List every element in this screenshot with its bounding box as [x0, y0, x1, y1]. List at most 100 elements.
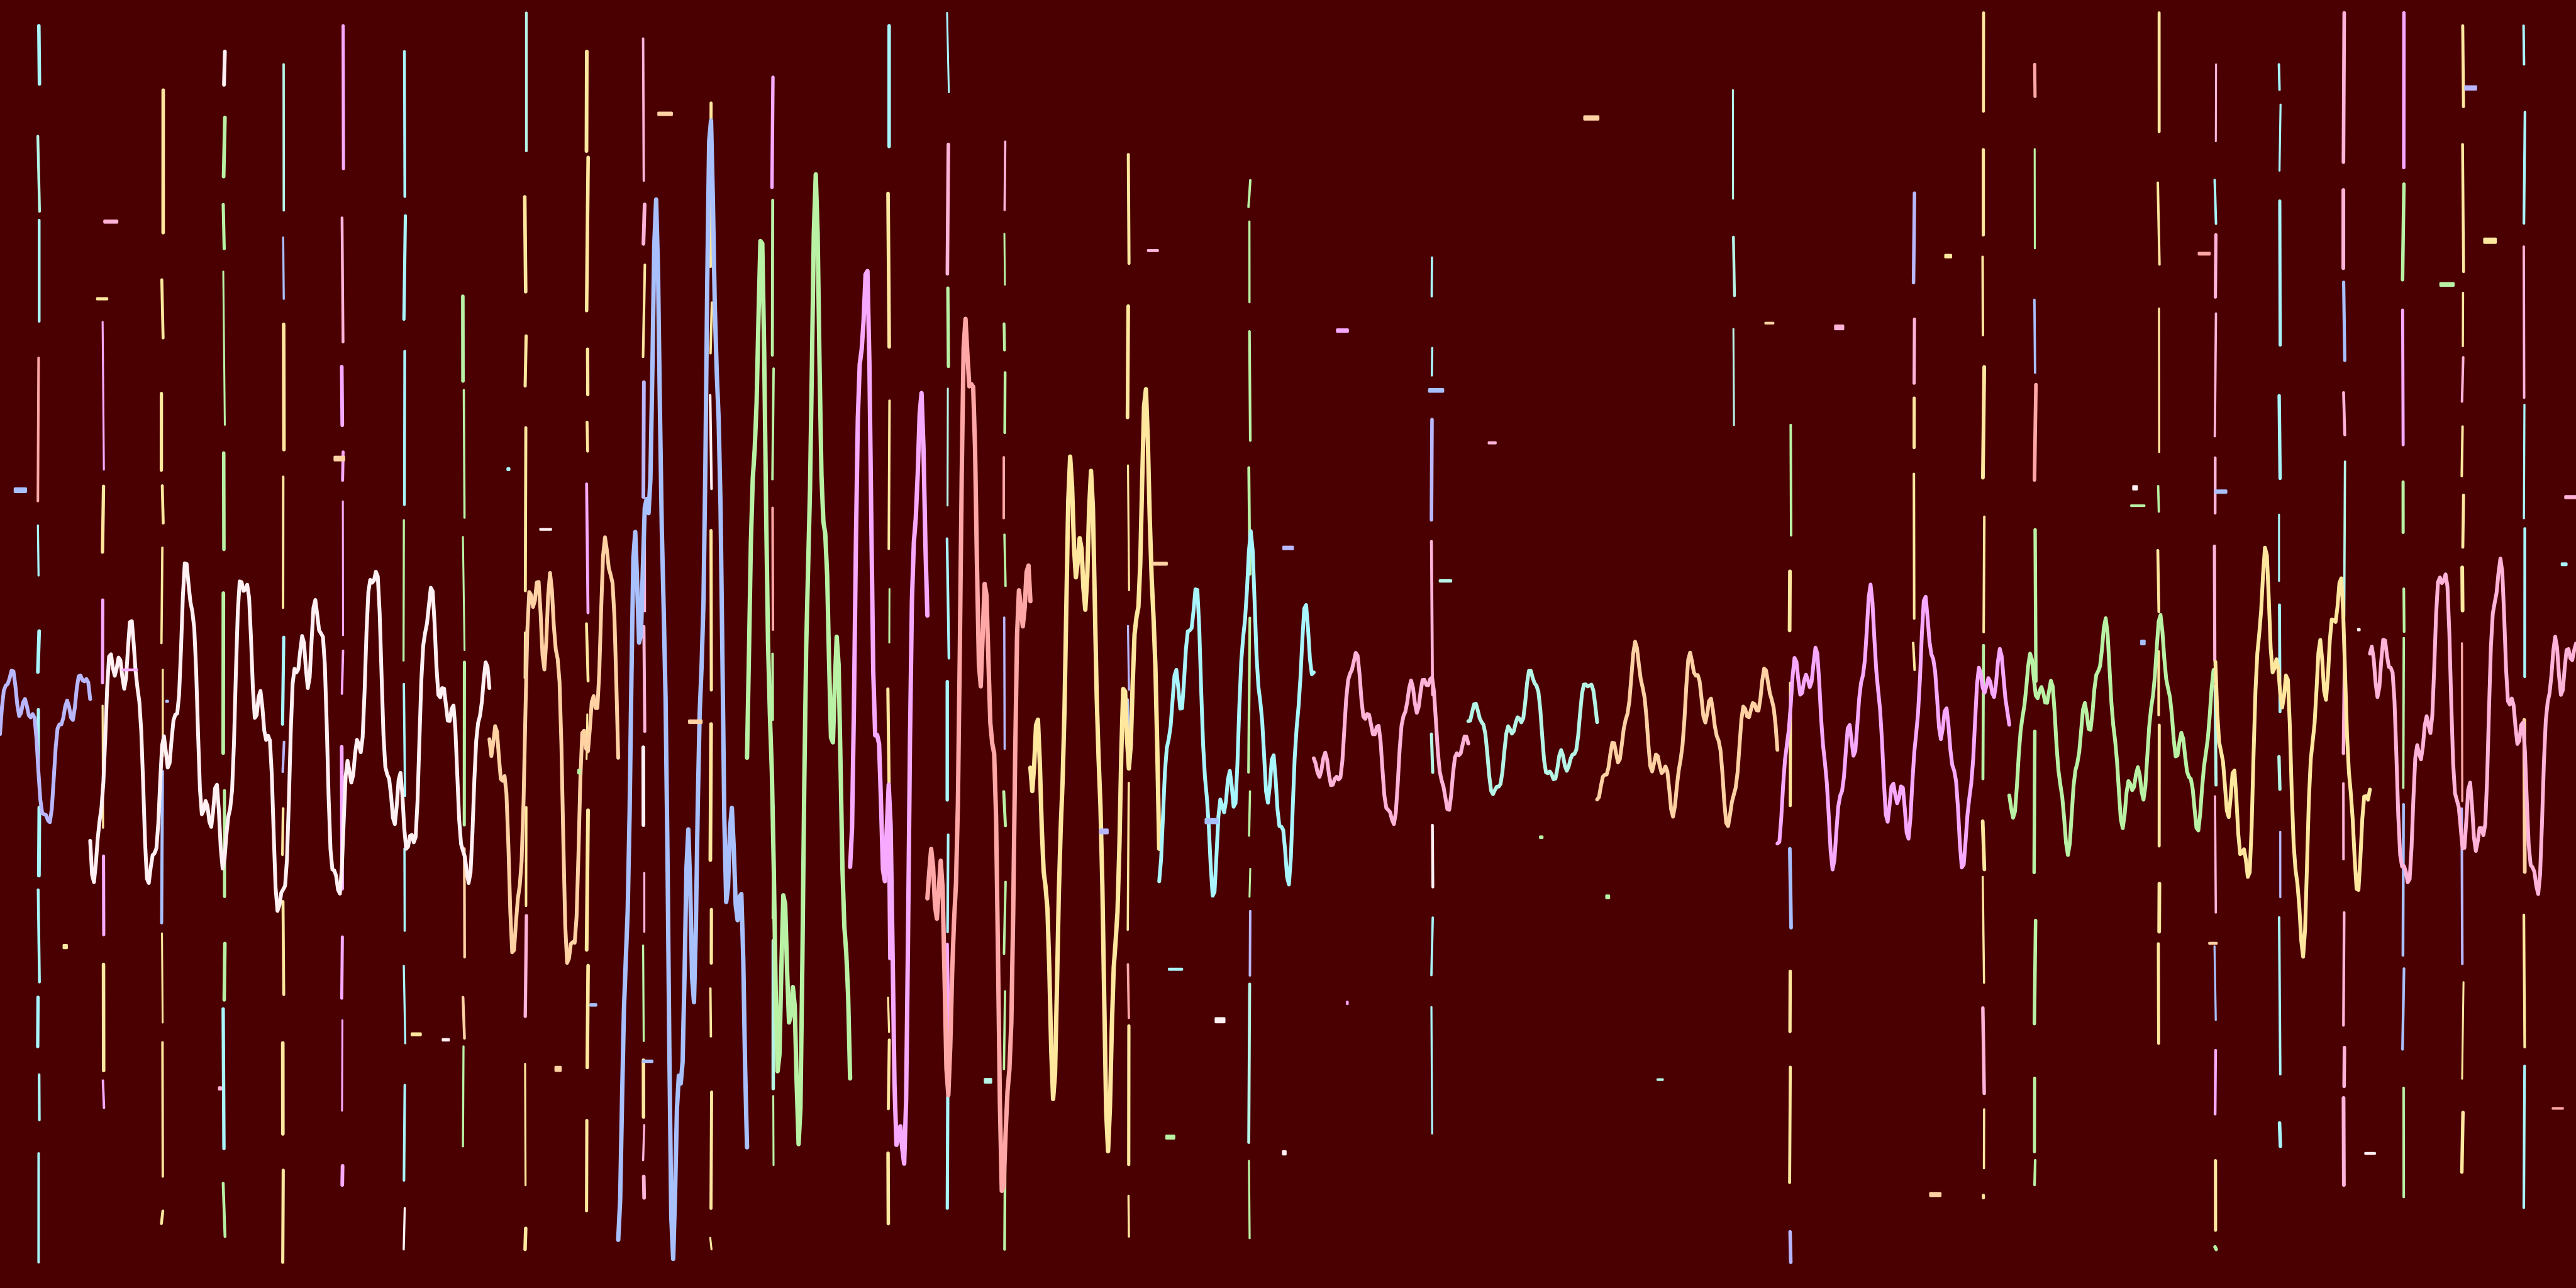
- noise-mark: [577, 769, 581, 775]
- spike-segment: [2277, 63, 2281, 91]
- wave-segment: [1466, 669, 1599, 796]
- spike-segment: [770, 75, 775, 189]
- spike-segment: [341, 24, 345, 170]
- spike-segment: [2033, 528, 2038, 683]
- spike-segment: [709, 394, 713, 491]
- spike-segment: [1980, 819, 1987, 872]
- spike-segment: [402, 682, 407, 797]
- spike-segment: [708, 722, 713, 862]
- spike-segment: [2342, 911, 2346, 1027]
- noise-mark: [1428, 387, 1445, 393]
- spike-segment: [1732, 235, 1736, 297]
- spike-segment: [709, 301, 713, 355]
- spike-segment: [402, 214, 408, 321]
- noise-mark: [441, 1038, 450, 1042]
- spike-segment: [1002, 880, 1007, 955]
- spike-segment: [2341, 1096, 2346, 1187]
- noise-mark: [1656, 1078, 1664, 1081]
- noise-mark: [1214, 1017, 1226, 1024]
- spike-segment: [771, 367, 775, 480]
- spike-segment: [461, 996, 466, 1040]
- noise-mark: [2439, 282, 2455, 287]
- noise-mark: [1165, 1135, 1175, 1140]
- spike-segment: [2156, 548, 2161, 614]
- noise-mark: [2214, 489, 2228, 494]
- spike-segment: [1981, 1006, 1986, 1096]
- spike-segment: [1247, 616, 1252, 774]
- spike-segment: [2212, 544, 2217, 662]
- spike-segment: [2032, 918, 2038, 1026]
- spike-segment: [523, 914, 528, 1018]
- noise-mark: [2564, 495, 2576, 499]
- spike-segment: [2460, 565, 2465, 613]
- spike-segment: [101, 1079, 106, 1109]
- spike-segment: [1248, 1160, 1251, 1240]
- noise-mark: [1346, 1001, 1349, 1006]
- wave-segment: [925, 316, 1033, 1193]
- spike-segment: [2401, 967, 2406, 1051]
- noise-mark: [1605, 894, 1611, 899]
- spike-segment: [282, 236, 285, 300]
- wave-segment: [88, 561, 492, 913]
- spike-segment: [1788, 847, 1793, 930]
- spike-segment: [462, 536, 466, 652]
- spike-segment: [2278, 103, 2282, 172]
- spike-segment: [462, 389, 466, 519]
- noise-mark: [1438, 579, 1453, 583]
- spike-segment: [2461, 981, 2465, 1080]
- spike-segment: [221, 1007, 226, 1150]
- spike-segment: [1126, 625, 1130, 691]
- spike-segment: [1248, 790, 1252, 837]
- spike-segment: [771, 506, 775, 631]
- noise-mark: [2560, 562, 2568, 567]
- spike-segment: [2277, 394, 2282, 480]
- noise-mark: [1944, 253, 1953, 258]
- noise-mark: [2129, 504, 2146, 508]
- spike-segment: [1430, 418, 1434, 522]
- spike-segment: [709, 529, 713, 692]
- noise-mark: [1146, 248, 1159, 252]
- noise-mark: [1167, 967, 1184, 971]
- spike-segment: [523, 1226, 528, 1252]
- noise-mark: [1929, 1192, 1942, 1197]
- spike-segment: [1980, 365, 1987, 480]
- noise-mark: [2197, 252, 2211, 256]
- spike-segment: [462, 1045, 465, 1148]
- spike-segment: [886, 191, 891, 349]
- noise-mark: [657, 111, 673, 116]
- noise-mark: [96, 297, 109, 301]
- spike-segment: [1003, 140, 1007, 211]
- spike-segment: [1981, 643, 1985, 780]
- spike-segment: [1912, 641, 1916, 671]
- spike-segment: [281, 1169, 285, 1264]
- spike-segment: [1003, 616, 1006, 750]
- noise-mark: [589, 1003, 597, 1007]
- noise-mark: [2208, 941, 2218, 945]
- spike-segment: [585, 482, 590, 614]
- noise-mark: [103, 219, 119, 224]
- spike-segment: [887, 1038, 891, 1111]
- spike-segment: [2278, 916, 2282, 1075]
- noise-mark: [1487, 441, 1497, 445]
- spike-segment: [2214, 795, 2218, 914]
- spike-segment: [36, 135, 42, 213]
- spike-segment: [1430, 732, 1435, 774]
- noise-mark: [13, 487, 27, 493]
- spike-segment: [222, 49, 227, 87]
- spike-segment: [2401, 182, 2406, 282]
- noise-mark: [2132, 485, 2138, 491]
- spike-segment: [281, 900, 286, 996]
- spike-segment: [584, 155, 590, 313]
- spike-segment: [2342, 1045, 2346, 1089]
- spike-segment: [161, 932, 164, 1024]
- spike-segment: [886, 687, 891, 797]
- noise-mark: [2551, 1107, 2564, 1110]
- spike-segment: [2213, 312, 2218, 438]
- spike-segment: [340, 649, 345, 695]
- spike-segment: [2341, 280, 2346, 362]
- spike-segment: [2157, 181, 2161, 266]
- noise-mark: [333, 455, 345, 462]
- spike-segment: [2213, 945, 2217, 1021]
